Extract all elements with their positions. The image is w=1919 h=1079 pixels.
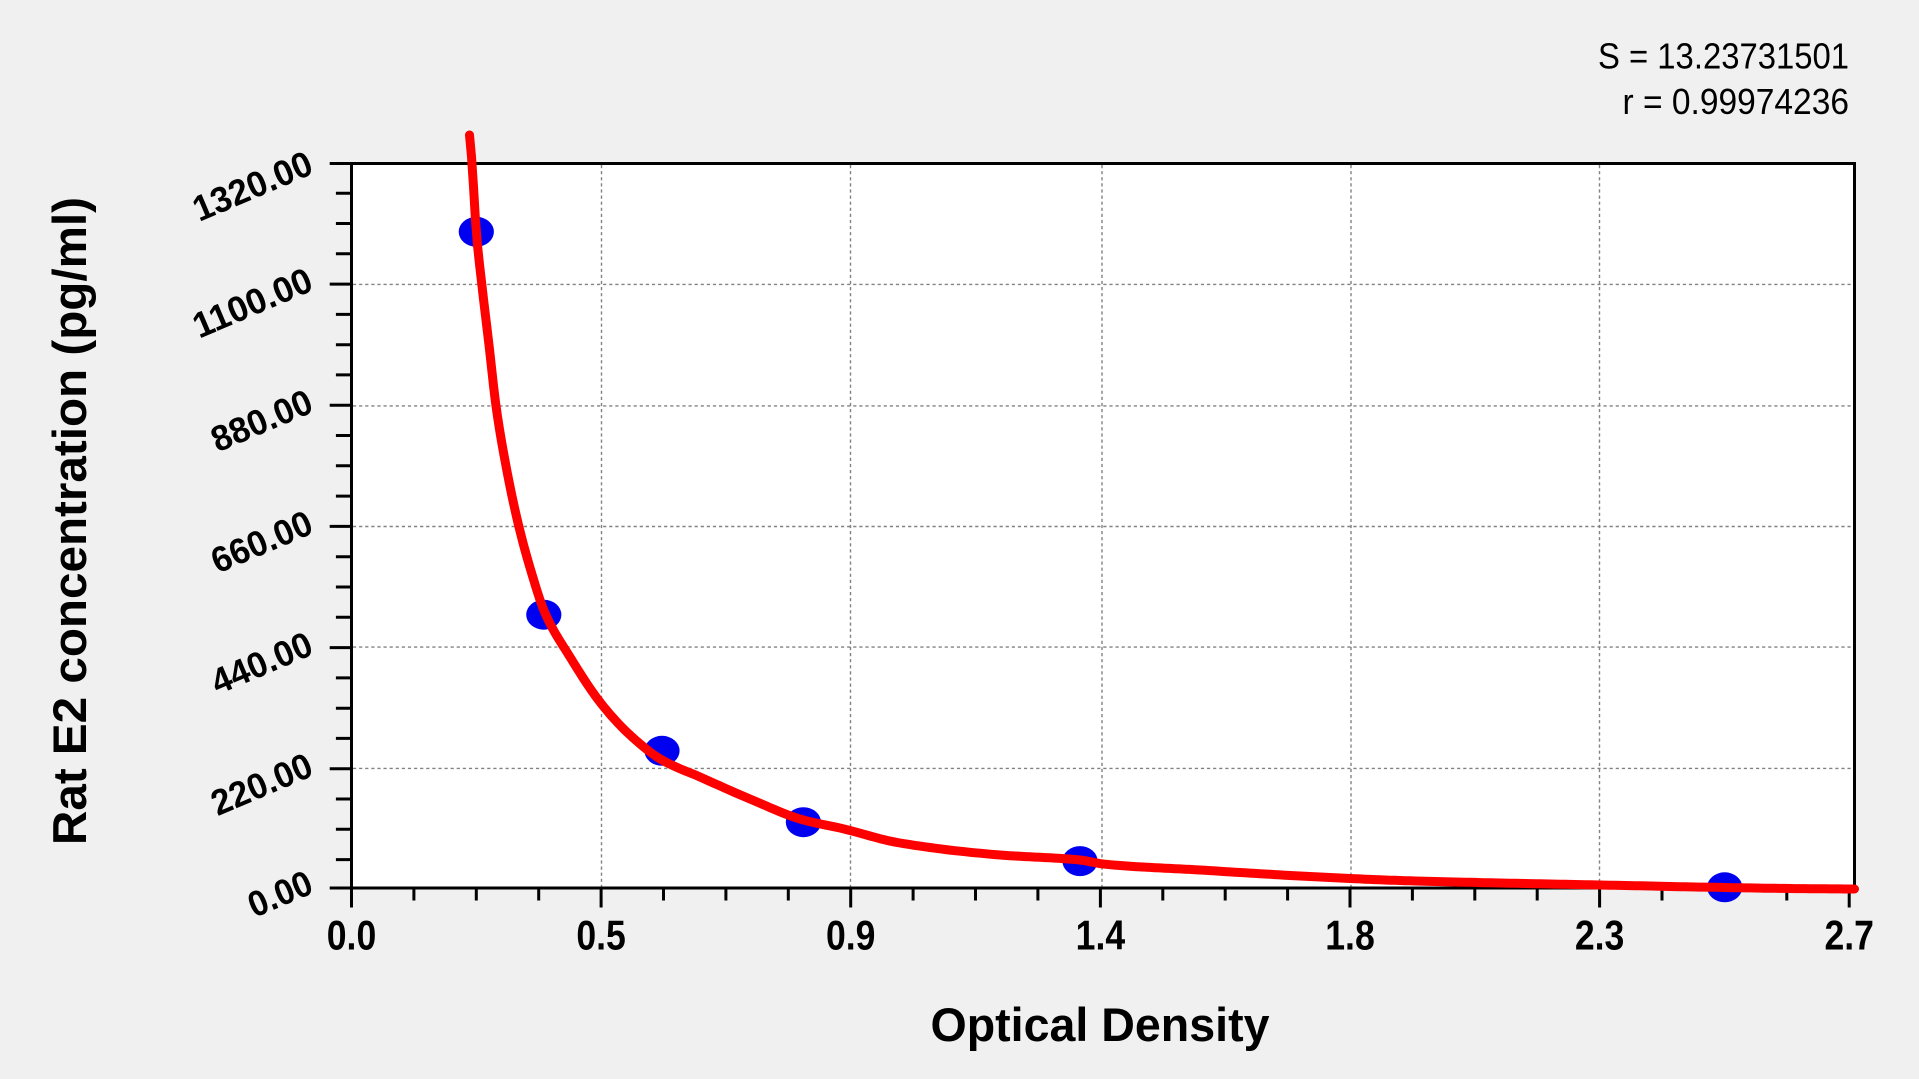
svg-text:0.9: 0.9 xyxy=(826,912,876,959)
svg-text:Optical Density: Optical Density xyxy=(931,998,1270,1051)
svg-text:1.8: 1.8 xyxy=(1325,912,1375,959)
svg-text:r = 0.99974236: r = 0.99974236 xyxy=(1623,81,1850,122)
svg-text:1100.00: 1100.00 xyxy=(186,259,318,346)
svg-text:0.5: 0.5 xyxy=(576,912,626,959)
svg-text:2.7: 2.7 xyxy=(1824,912,1874,959)
svg-text:Rat E2 concentration (pg/ml): Rat E2 concentration (pg/ml) xyxy=(43,197,96,845)
svg-text:440.00: 440.00 xyxy=(205,623,319,702)
svg-text:S = 13.23731501: S = 13.23731501 xyxy=(1598,36,1849,77)
svg-text:880.00: 880.00 xyxy=(205,381,319,460)
svg-text:0.00: 0.00 xyxy=(242,862,319,926)
svg-text:0.0: 0.0 xyxy=(327,912,377,959)
svg-text:1320.00: 1320.00 xyxy=(186,142,318,229)
svg-text:2.3: 2.3 xyxy=(1575,912,1625,959)
svg-text:660.00: 660.00 xyxy=(205,502,319,581)
svg-text:1.4: 1.4 xyxy=(1076,912,1126,959)
svg-text:220.00: 220.00 xyxy=(205,744,319,823)
